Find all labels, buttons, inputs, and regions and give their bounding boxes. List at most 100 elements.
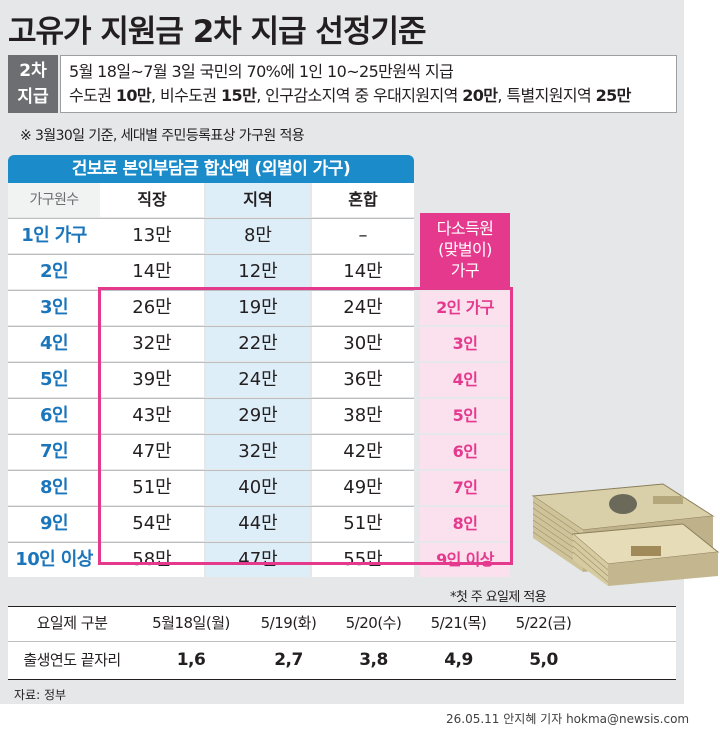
multi-earner-cell: 3인 [420,327,510,361]
premium-cell: 13만 [100,219,204,253]
premium-cell: 19만 [206,291,310,325]
household-size-label: 10인 이상 [8,543,100,577]
premium-cell: 54만 [100,507,204,541]
multi-earner-cell: 8인 [420,507,510,541]
criteria-text: 수도권 [69,86,116,105]
household-size-label: 3인 [8,291,100,325]
source-note: 자료: 정부 [14,688,67,702]
criteria-amount: 25만 [595,86,632,105]
household-size-label: 4인 [8,327,100,361]
premium-cell: 12만 [206,255,310,289]
multi-earner-cell: 7인 [420,471,510,505]
household-size-label: 6인 [8,399,100,433]
criteria-text: , 특별지원지역 [497,86,596,105]
premium-cell: 30만 [312,327,414,361]
household-size-label: 8인 [8,471,100,505]
premium-cell: 55만 [312,543,414,577]
schedule-mid-rule [8,641,676,642]
schedule-top-rule [8,606,676,607]
multi-earner-cell: 2인 가구 [420,291,510,325]
schedule-table: 요일제 구분 5월18일(월) 5/19(화) 5/20(수) 5/21(목) 5/22(… [8,606,676,680]
row-divider [8,470,414,471]
premium-cell: – [312,219,414,253]
row-divider [8,398,414,399]
row-divider [8,542,414,543]
banknote-stacks-illustration [531,483,720,586]
row-divider [8,218,414,219]
premium-cell: 22만 [206,327,310,361]
household-size-label: 7인 [8,435,100,469]
household-size-label: 2인 [8,255,100,289]
column-header: 직장 [100,183,204,217]
premium-cell: 58만 [100,543,204,577]
page-title: 고유가 지원금 2차 지급 선정기준 [8,14,426,50]
premium-cell: 26만 [100,291,204,325]
premium-cell: 47만 [206,543,310,577]
criteria-text: , 비수도권 [151,86,221,105]
schedule-row-label: 요일제 구분 [36,614,108,632]
premium-cell: 36만 [312,363,414,397]
multi-earner-header: 다소득원 (맞벌이) 가구 [420,213,510,287]
row-divider [8,434,414,435]
household-size-label: 9인 [8,507,100,541]
row-divider [8,290,414,291]
main-table-header: 건보료 본인부담금 합산액 (외벌이 가구) [8,155,414,183]
multi-earner-header-line1: 다소득원 [436,219,494,238]
criteria-text: , 인구감소지역 중 우대지원지역 [256,86,463,105]
premium-cell: 8만 [206,219,310,253]
criteria-amount: 15만 [221,86,257,105]
infographic-panel: 고유가 지원금 2차 지급 선정기준 2차 지급 5월 18일~7월 3일 국민… [0,0,684,704]
premium-cell: 24만 [312,291,414,325]
premium-cell: 14만 [312,255,414,289]
schedule-cell: 4,9 [444,650,473,670]
premium-cell: 29만 [206,399,310,433]
multi-earner-cell: 4인 [420,363,510,397]
badge-line1: 2차 [19,61,47,81]
criteria-amount: 10만 [115,86,152,105]
round-badge: 2차 지급 [8,55,58,113]
row-divider [8,506,414,507]
premium-cell: 40만 [206,471,310,505]
column-header: 지역 [206,183,310,217]
criteria-box: 5월 18일~7월 3일 국민의 70%에 1인 10~25만원씩 지급 수도권… [60,55,677,113]
badge-line2: 지급 [17,87,49,107]
premium-cell: 32만 [206,435,310,469]
schedule-cell: 5/19(화) [260,614,317,632]
premium-cell: 51만 [312,507,414,541]
multi-earner-header-line2: (맞벌이) [438,240,492,259]
premium-cell: 32만 [100,327,204,361]
schedule-row-weekday: 요일제 구분 5월18일(월) 5/19(화) 5/20(수) 5/21(목) 5/22(… [8,608,676,638]
premium-cell: 43만 [100,399,204,433]
schedule-cell: 5/21(목) [430,614,487,632]
footnote: *첫 주 요일제 적용 [450,590,547,605]
reference-note: ※ 3월30일 기준, 세대별 주민등록표상 가구원 적용 [20,128,305,144]
premium-cell: 44만 [206,507,310,541]
criteria-amount: 20만 [462,86,498,105]
schedule-cell: 2,7 [274,650,303,670]
credit-line: 26.05.11 안지혜 기자 hokma@newsis.com [446,712,690,726]
row-divider [8,362,414,363]
premium-cell: 49만 [312,471,414,505]
multi-earner-header-line3: 가구 [450,261,480,280]
multi-earner-cell: 5인 [420,399,510,433]
row-divider [8,254,414,255]
household-size-label: 5인 [8,363,100,397]
row-divider [8,326,414,327]
premium-cell: 24만 [206,363,310,397]
schedule-cell: 5월18일(월) [152,614,230,632]
schedule-cell: 5/20(수) [345,614,402,632]
household-size-label: 1인 가구 [8,219,100,253]
criteria-line1: 5월 18일~7월 3일 국민의 70%에 1인 10~25만원씩 지급 [69,62,454,81]
schedule-cell: 5,0 [529,650,558,670]
column-header: 혼합 [312,183,414,217]
front-stack [571,523,720,586]
premium-cell: 39만 [100,363,204,397]
schedule-row-label: 출생연도 끝자리 [23,651,121,669]
multi-earner-cell: 9인 이상 [420,543,510,577]
schedule-cell: 5/22(금) [515,614,572,632]
schedule-row-birthyear: 출생연도 끝자리 1,6 2,7 3,8 4,9 5,0 [8,645,676,675]
schedule-bottom-rule [8,679,676,680]
multi-earner-cell: 6인 [420,435,510,469]
premium-cell: 38만 [312,399,414,433]
premium-cell: 51만 [100,471,204,505]
